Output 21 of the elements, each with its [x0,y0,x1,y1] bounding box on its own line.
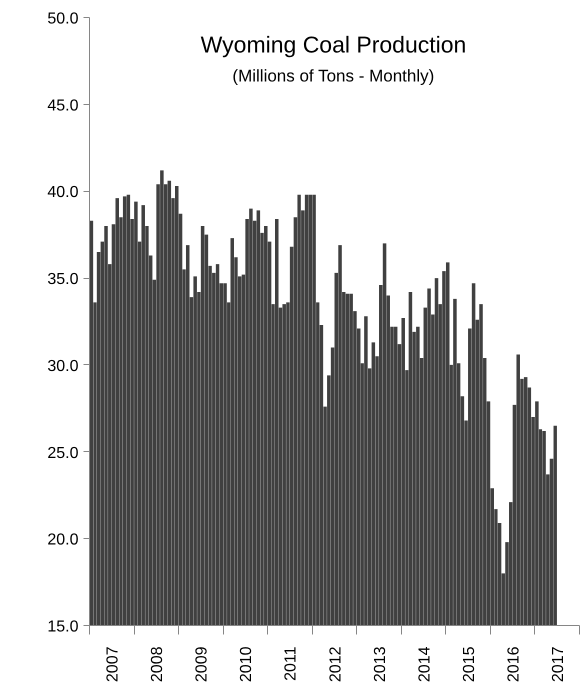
x-tick-label: 2009 [194,646,211,682]
x-tick-label: 2008 [149,646,166,682]
x-tick-label: 2017 [550,646,568,682]
text: (Millions of Tons - Monthly) [232,66,434,86]
y-tick-label: 15.0 [47,618,79,636]
y-tick-label: 45.0 [47,97,79,114]
y-tick-label: 40.0 [47,184,79,202]
x-tick-label: 2014 [416,646,434,682]
text: Wyoming Coal Production [200,32,466,58]
x-tick-label: 2013 [372,646,389,682]
y-tick-label: 35.0 [47,271,79,288]
x-tick-label: 2007 [104,646,122,682]
y-tick-label: 25.0 [47,444,79,462]
x-tick-label: 2011 [282,646,300,681]
y-tick-label: 30.0 [47,358,79,375]
y-tick-label: 50.0 [47,10,79,28]
x-tick-label: 2015 [460,646,478,682]
y-tick-label: 20.0 [47,532,79,549]
x-tick-label: 2016 [506,646,523,682]
x-tick-label: 2010 [238,646,256,682]
x-tick-label: 2012 [327,646,344,682]
